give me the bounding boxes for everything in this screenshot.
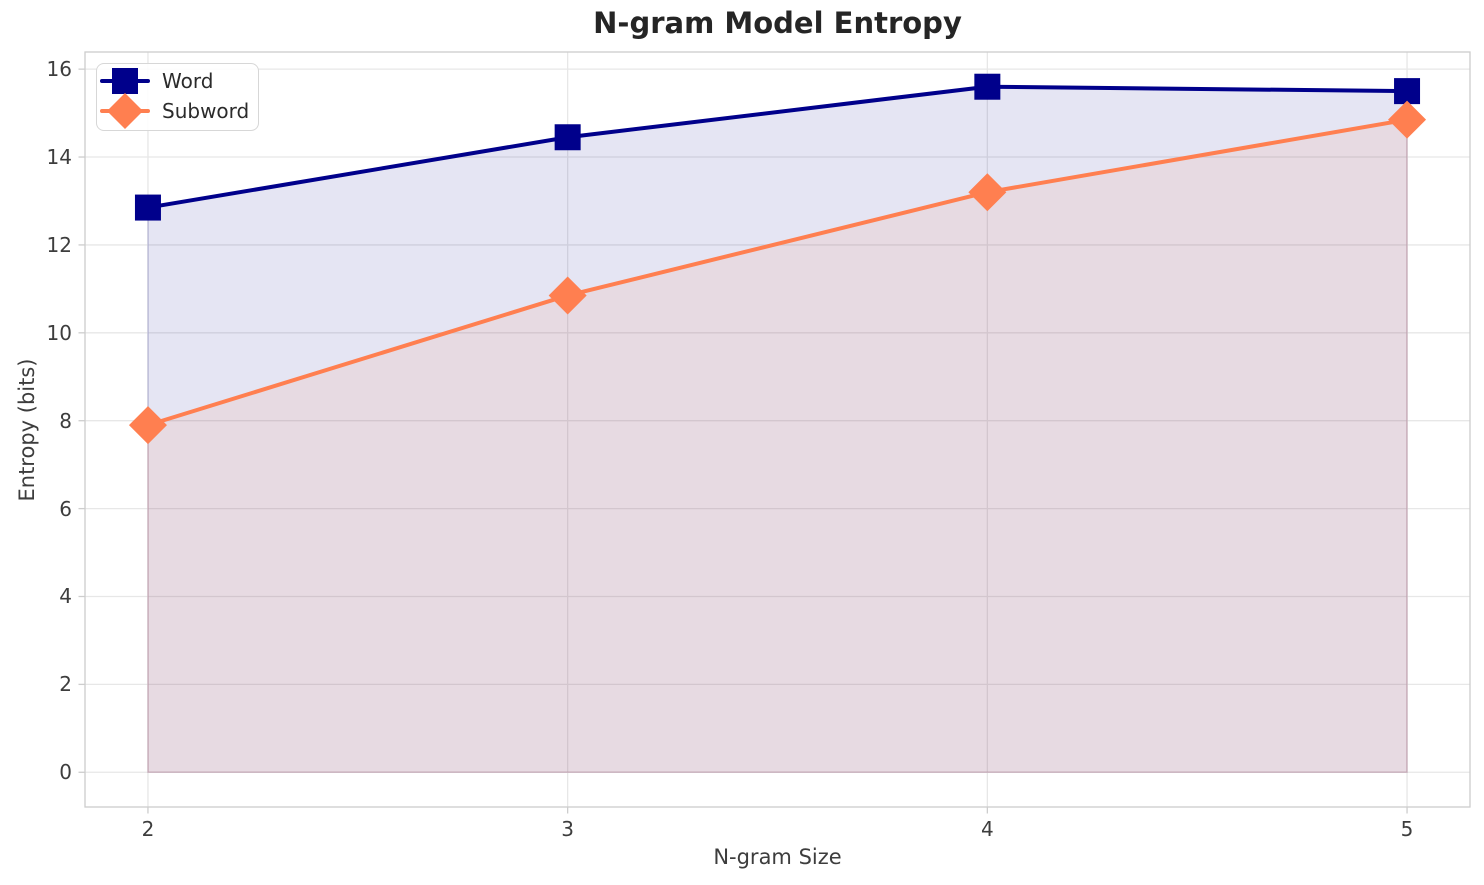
y-tick-label: 14 xyxy=(46,145,72,170)
y-tick-label: 0 xyxy=(59,760,72,785)
subword-marker xyxy=(128,406,167,445)
y-tick-label: 6 xyxy=(59,496,72,521)
word-marker xyxy=(1394,78,1421,105)
y-tick-label: 2 xyxy=(59,672,72,697)
word-marker xyxy=(554,124,581,151)
y-tick-label: 8 xyxy=(59,408,72,433)
subword-marker xyxy=(968,173,1007,212)
x-tick-label: 3 xyxy=(561,817,574,841)
chart-title: N-gram Model Entropy xyxy=(593,6,962,40)
legend-label-word: Word xyxy=(162,69,214,93)
x-tick-label: 5 xyxy=(1400,817,1414,841)
legend: Word Subword xyxy=(96,63,260,131)
legend-item-subword: Subword xyxy=(100,93,250,129)
x-tick-label: 4 xyxy=(980,817,994,841)
legend-label-subword: Subword xyxy=(162,99,250,123)
legend-item-word: Word xyxy=(100,66,249,96)
subword-line xyxy=(145,117,1410,428)
word-line xyxy=(145,84,1410,210)
subword-marker xyxy=(548,276,587,315)
y-tick-label: 12 xyxy=(46,232,72,257)
word-marker xyxy=(974,73,1001,100)
word-marker xyxy=(134,194,161,221)
subword-line-marker-icon xyxy=(100,93,150,129)
word-line-marker-icon xyxy=(100,68,150,94)
y-tick-label: 16 xyxy=(46,57,72,82)
subword-marker xyxy=(1388,100,1427,139)
y-tick-label: 10 xyxy=(46,320,72,345)
axes-spines xyxy=(84,51,1471,808)
y-tick-label: 4 xyxy=(59,584,72,609)
x-axis-label: N-gram Size xyxy=(713,845,842,869)
x-tick-label: 2 xyxy=(141,817,155,841)
